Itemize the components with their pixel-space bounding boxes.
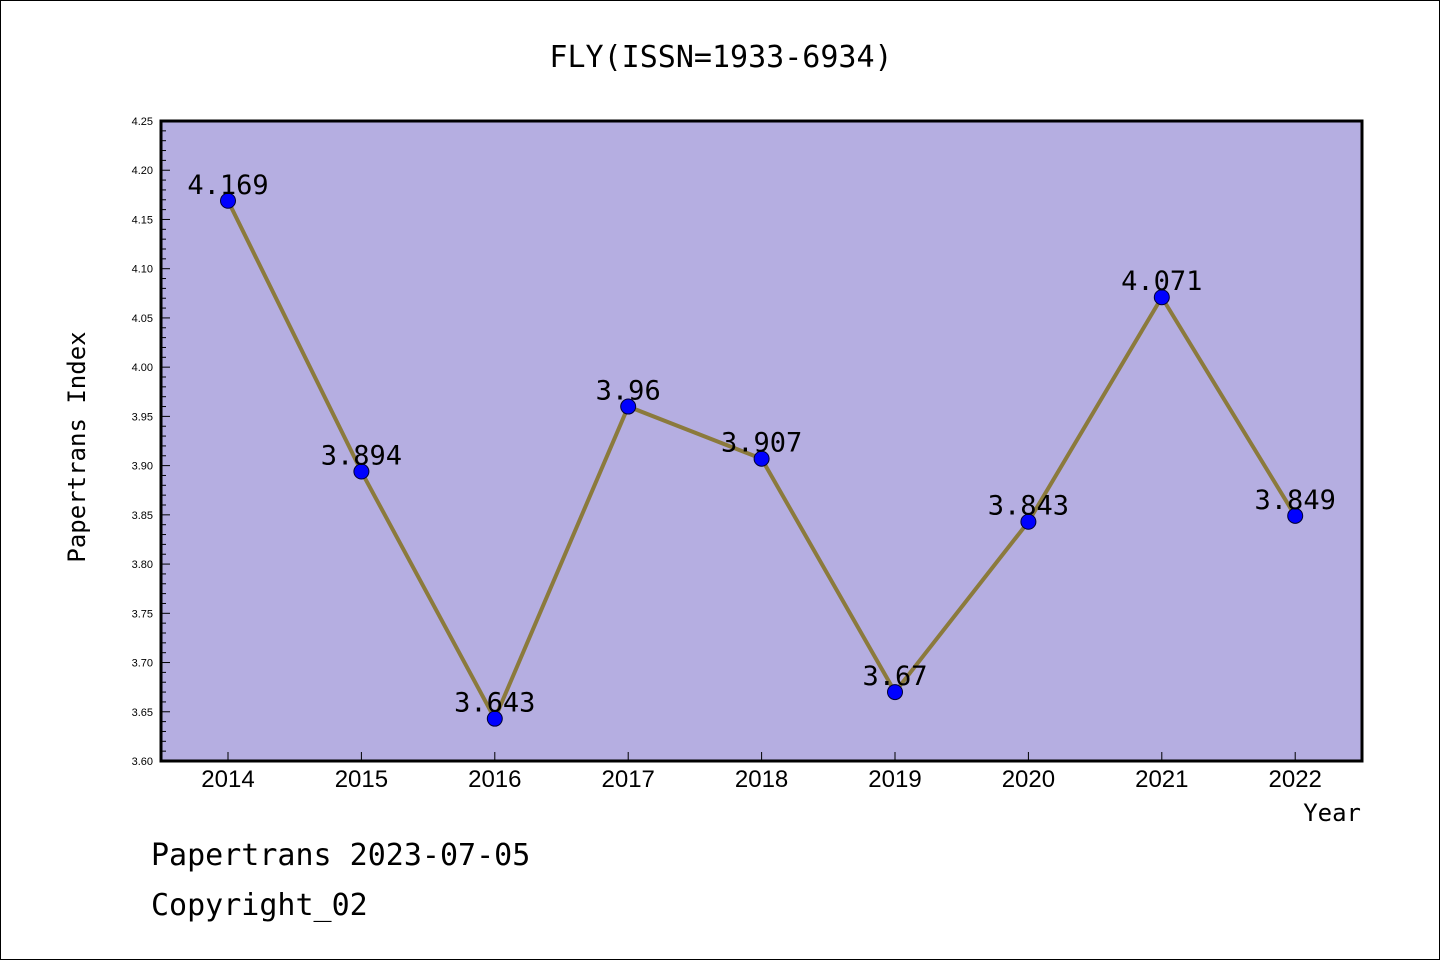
data-point: [620, 398, 637, 415]
x-tick-label: 2017: [602, 766, 655, 793]
data-label: 3.67: [862, 661, 927, 692]
y-tick-label: 3.70: [132, 658, 153, 670]
data-point: [887, 684, 903, 701]
x-axis: 2014 2015 2016 2017 2018 2019 2020 2021 2022: [201, 752, 1322, 793]
y-tick-label: 3.85: [132, 510, 153, 522]
x-tick-label: 2020: [1002, 766, 1055, 793]
data-label: 4.169: [187, 170, 268, 201]
y-axis: 3.60 3.65 3.70 3.75 3.80 3.85 3.90 3.95 4.00 4.05…: [132, 116, 170, 768]
y-tick-label: 3.80: [132, 559, 153, 571]
data-labels: 4.169 3.894 3.643 3.96 3.907 3.67 3.843 4.071 3.…: [187, 170, 1335, 719]
data-point: [1287, 507, 1304, 524]
y-tick-label: 4.05: [132, 313, 153, 325]
data-point: [486, 710, 503, 727]
y-tick-label: 4.25: [132, 116, 153, 128]
x-tick-label: 2021: [1135, 766, 1188, 793]
x-tick-label: 2014: [201, 766, 254, 793]
y-axis-label: Papertrans Index: [63, 331, 91, 562]
data-point: [353, 463, 370, 480]
data-label: 3.96: [596, 376, 661, 407]
y-tick-label: 3.90: [132, 461, 153, 473]
series-markers: [220, 192, 1304, 727]
y-tick-label: 4.10: [132, 264, 153, 276]
y-tick-label: 3.75: [132, 608, 153, 620]
x-tick-label: 2019: [868, 766, 921, 793]
data-label: 3.843: [988, 491, 1069, 522]
data-label: 3.643: [454, 688, 535, 719]
chart-title: FLY(ISSN=1933-6934): [549, 40, 892, 75]
x-tick-label: 2022: [1269, 766, 1322, 793]
y-tick-label: 4.00: [132, 362, 153, 374]
x-axis-label: Year: [1303, 799, 1361, 827]
data-point: [1153, 289, 1170, 306]
y-tick-label: 3.65: [132, 707, 153, 719]
data-label: 3.907: [721, 428, 802, 459]
data-label: 3.849: [1255, 485, 1336, 516]
data-point: [220, 192, 236, 209]
x-tick-label: 2015: [335, 766, 388, 793]
data-label: 3.894: [321, 441, 402, 472]
y-tick-label: 3.60: [132, 756, 153, 768]
data-label: 4.071: [1121, 266, 1202, 297]
data-point: [1020, 513, 1037, 530]
footer-date: Papertrans 2023-07-05: [151, 838, 530, 873]
footer-copyright: Copyright_02: [151, 888, 368, 923]
x-tick-label: 2016: [468, 766, 521, 793]
y-tick-label: 4.15: [132, 214, 153, 226]
plot-area: [159, 119, 1364, 763]
y-tick-label: 4.20: [132, 165, 153, 177]
data-point: [753, 450, 770, 467]
y-tick-label: 3.95: [132, 411, 153, 423]
x-tick-label: 2018: [735, 766, 788, 793]
